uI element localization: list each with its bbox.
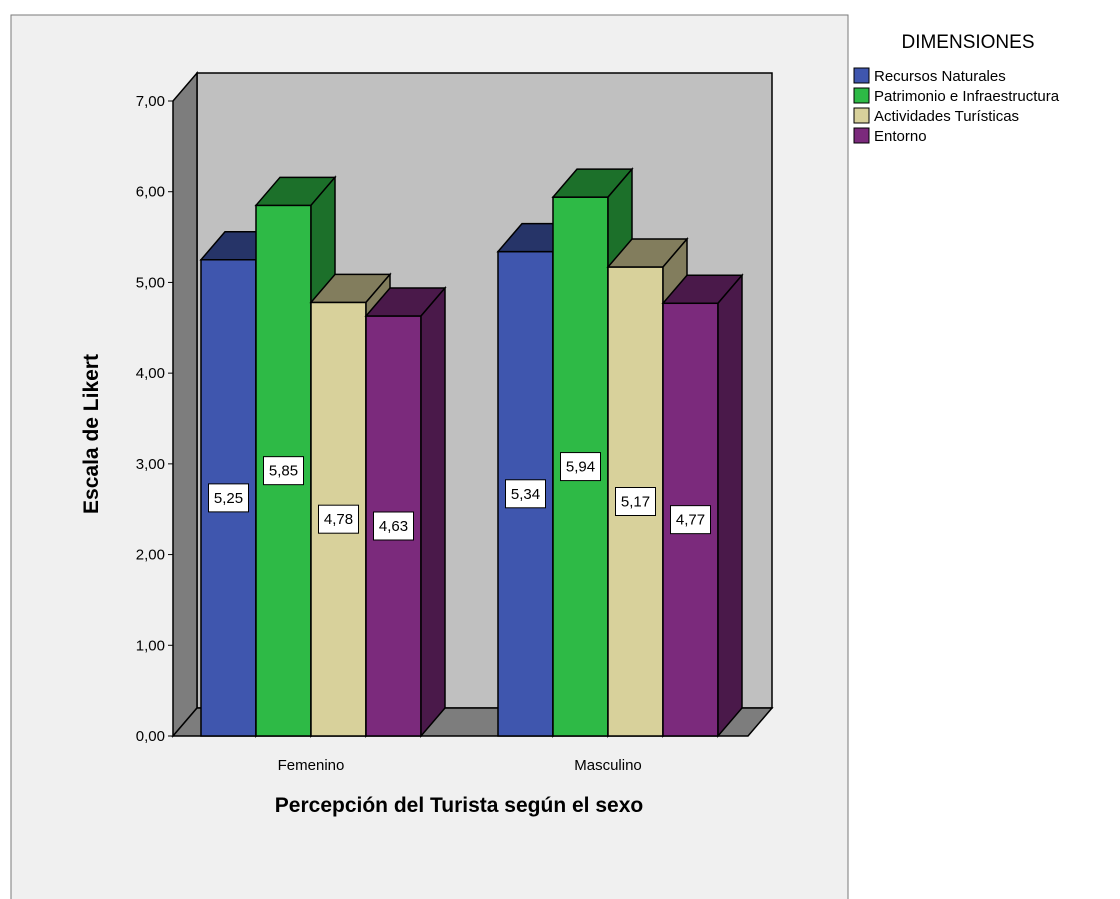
x-category-label: Masculino bbox=[574, 757, 642, 774]
y-tick-label: 6,00 bbox=[136, 184, 165, 201]
bar-side bbox=[420, 285, 446, 739]
y-tick-label: 1,00 bbox=[136, 637, 165, 654]
bar: 4,63 bbox=[364, 285, 447, 739]
legend-label: Entorno bbox=[874, 128, 927, 145]
data-label-box bbox=[505, 479, 546, 509]
legend-label: Actividades Turísticas bbox=[874, 108, 1019, 125]
data-label: 4,78 bbox=[324, 511, 353, 528]
legend: DIMENSIONES Recursos Naturales Patrimonio… bbox=[853, 32, 1060, 145]
bars: 5,25 5,85 4,78 4,63 5,34 5,94 5,17 4,77 bbox=[199, 167, 744, 739]
data-label-box bbox=[670, 505, 711, 535]
y-tick-label: 5,00 bbox=[136, 274, 165, 291]
x-axis: Femenino Masculino bbox=[173, 735, 748, 774]
y-tick-label: 0,00 bbox=[136, 728, 165, 745]
legend-swatch bbox=[853, 107, 870, 124]
bar: 4,77 bbox=[661, 273, 744, 739]
data-label: 5,85 bbox=[269, 463, 298, 480]
data-label-box bbox=[373, 511, 414, 541]
data-label-box bbox=[263, 456, 304, 486]
bar-side bbox=[717, 273, 743, 739]
data-label-box bbox=[208, 483, 249, 513]
y-tick-label: 3,00 bbox=[136, 456, 165, 473]
y-tick-label: 4,00 bbox=[136, 365, 165, 382]
side-wall bbox=[172, 70, 198, 739]
data-label-box bbox=[318, 504, 359, 534]
y-axis: 0,00 1,00 2,00 3,00 4,00 5,00 6,00 7,00 bbox=[136, 93, 174, 745]
data-label: 5,34 bbox=[511, 486, 540, 503]
legend-label: Recursos Naturales bbox=[874, 68, 1006, 85]
y-axis-title: Escala de Likert bbox=[80, 354, 103, 514]
legend-swatch bbox=[853, 87, 870, 104]
data-label: 5,25 bbox=[214, 490, 243, 507]
data-label-box bbox=[560, 452, 601, 482]
data-label: 5,17 bbox=[621, 494, 650, 511]
data-label: 5,94 bbox=[566, 459, 595, 476]
data-label-box bbox=[615, 487, 656, 517]
y-tick-label: 2,00 bbox=[136, 547, 165, 564]
legend-swatch bbox=[853, 127, 870, 144]
data-label: 4,63 bbox=[379, 518, 408, 535]
legend-label: Patrimonio e Infraestructura bbox=[874, 88, 1060, 105]
legend-title: DIMENSIONES bbox=[901, 32, 1034, 53]
x-axis-title: Percepción del Turista según el sexo bbox=[275, 794, 643, 817]
legend-swatch bbox=[853, 67, 870, 84]
x-category-label: Femenino bbox=[278, 757, 345, 774]
data-label: 4,77 bbox=[676, 512, 705, 529]
y-tick-label: 7,00 bbox=[136, 93, 165, 110]
